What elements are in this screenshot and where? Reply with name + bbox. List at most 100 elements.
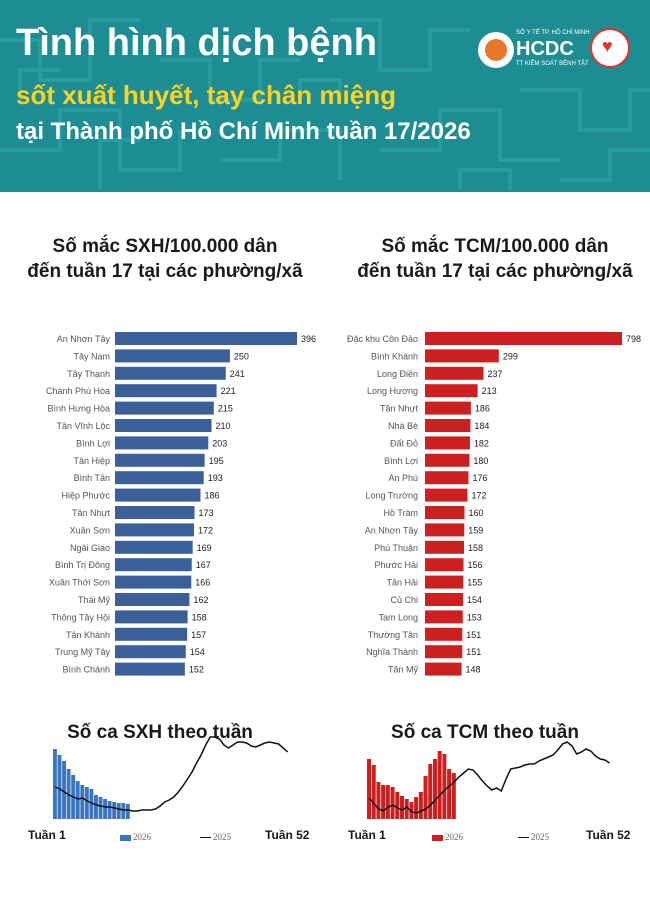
sxh-bar-chart-title: Số mắc SXH/100.000 dân đến tuần 17 tại c…: [20, 234, 310, 284]
sxh-value-label: 186: [204, 491, 219, 501]
sxh-category-label: Tân Hiệp: [73, 456, 110, 466]
tcm-week-bar: [367, 759, 372, 819]
sxh-bar: [115, 453, 205, 467]
sxh-bar: [115, 332, 297, 345]
sxh-category-label: Tân Vĩnh Lộc: [56, 421, 110, 431]
tcm-legend-2026-label: 2026: [445, 832, 463, 842]
tcm-category-label: Long Trường: [366, 491, 418, 501]
sxh-bar: [115, 384, 217, 398]
tcm-value-label: 160: [468, 508, 483, 518]
sxh-category-label: Bình Hưng Hòa: [47, 404, 110, 414]
tcm-week-bar: [409, 802, 414, 819]
tcm-bar: [425, 349, 499, 363]
tcm-value-label: 186: [475, 404, 490, 414]
tcm-x-end-label: Tuần 52: [586, 828, 631, 842]
tcm-bar: [425, 401, 471, 415]
sxh-week-bar: [125, 804, 130, 819]
page-subtitle-location: tại Thành phố Hồ Chí Minh tuần 17/2026: [16, 118, 471, 145]
tcm-category-label: Nghĩa Thành: [366, 647, 418, 657]
health-campaign-logo-icon: [590, 28, 630, 68]
tcm-category-label: Long Hương: [367, 386, 418, 396]
tcm-category-label: Đặc khu Côn Đảo: [347, 334, 418, 344]
tcm-legend-2025-label: 2025: [531, 832, 549, 842]
tcm-bar: [425, 332, 622, 345]
header-pattern: [0, 18, 650, 190]
tcm-bar: [425, 523, 465, 537]
sxh-value-label: 166: [195, 578, 210, 588]
tcm-value-label: 213: [482, 386, 497, 396]
tcm-week-bar: [390, 787, 395, 819]
hcdc-logo-text: HCDC: [516, 38, 574, 60]
sxh-category-label: Ngãi Giao: [70, 543, 110, 553]
sxh-bar: [115, 366, 226, 380]
sxh-value-label: 173: [199, 508, 214, 518]
tcm-bar: [425, 558, 464, 572]
hcdc-logo-top-text: SỞ Y TẾ TP. HỒ CHÍ MINH: [516, 30, 590, 36]
tcm-week-bar: [376, 782, 381, 819]
sxh-week-bar: [62, 761, 66, 819]
tcm-week-bar: [385, 785, 390, 819]
tcm-bar: [425, 593, 464, 606]
tcm-value-label: 158: [468, 543, 483, 553]
sxh-value-label: 250: [234, 351, 249, 361]
sxh-week-bar: [57, 755, 62, 819]
sxh-legend-2025-swatch: [200, 837, 211, 839]
tcm-category-label: An Nhơn Tây: [365, 525, 419, 535]
sxh-bar: [115, 662, 185, 676]
tcm-legend-2025: 2025: [518, 832, 549, 842]
sxh-category-label: Hiệp Phước: [62, 491, 111, 501]
tcm-weekly-chart-title: Số ca TCM theo tuần: [391, 722, 579, 743]
tcm-week-bar: [371, 765, 376, 819]
sxh-legend-2026: 2026: [120, 832, 151, 842]
sxh-value-label: 396: [301, 334, 316, 344]
tcm-week-bar: [399, 796, 404, 819]
tcm-value-label: 156: [468, 560, 483, 570]
sxh-week-bar: [112, 802, 117, 819]
tcm-category-label: Tân Hải: [386, 578, 418, 588]
sxh-category-label: Bình Trị Đông: [55, 560, 110, 570]
tcm-2025-line: [368, 741, 611, 814]
sxh-value-label: 203: [212, 438, 227, 448]
tcm-bar: [425, 575, 464, 589]
sxh-bar: [115, 593, 190, 606]
sxh-bar: [115, 401, 214, 415]
sxh-value-label: 157: [191, 630, 206, 640]
tcm-week-bar: [432, 759, 437, 819]
tcm-value-label: 237: [488, 369, 503, 379]
sxh-value-label: 215: [218, 404, 233, 414]
tcm-value-label: 176: [472, 473, 487, 483]
tcm-legend-2025-swatch: [518, 837, 529, 839]
tcm-bar: [425, 645, 463, 659]
sxh-category-label: Tây Thạnh: [67, 369, 110, 379]
sxh-value-label: 172: [198, 525, 213, 535]
sxh-bar: [115, 419, 212, 432]
sxh-bar: [115, 558, 192, 572]
tcm-bar-chart-title: Số mắc TCM/100.000 dân đến tuần 17 tại c…: [345, 234, 645, 284]
tcm-x-start-label: Tuần 1: [348, 828, 386, 842]
sxh-category-label: Bình Chánh: [62, 665, 110, 675]
page-subtitle-diseases: sốt xuất huyết, tay chân miệng: [16, 80, 396, 110]
sxh-value-label: 152: [189, 665, 204, 675]
sxh-category-label: Tân Nhựt: [72, 508, 111, 518]
sxh-value-label: 193: [208, 473, 223, 483]
sxh-value-label: 210: [216, 421, 231, 431]
tcm-value-label: 180: [473, 456, 488, 466]
sxh-week-bar: [53, 749, 57, 819]
sxh-legend-2025: 2025: [200, 832, 231, 842]
tcm-week-bar: [451, 773, 456, 819]
tcm-category-label: Tân Mỹ: [388, 665, 419, 675]
tcm-week-bar: [447, 769, 452, 819]
sxh-category-label: Xuân Thới Sơn: [49, 578, 110, 588]
tcm-bar: [425, 662, 462, 676]
tcm-week-bar: [428, 764, 433, 819]
tcm-week-bar: [395, 792, 400, 819]
tcm-week-bar: [437, 751, 442, 819]
tcm-category-label: Tam Long: [378, 612, 418, 622]
sxh-bar: [115, 349, 230, 363]
sxh-bar: [115, 506, 195, 519]
sxh-value-label: 167: [196, 560, 211, 570]
sxh-value-label: 154: [190, 647, 205, 657]
sxh-week-bar: [94, 795, 98, 819]
